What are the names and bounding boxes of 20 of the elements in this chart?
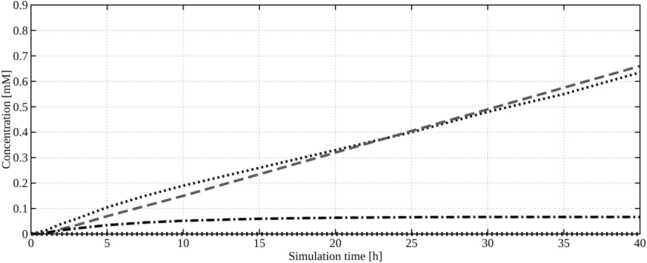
y-tick-label: 0.9: [13, 0, 28, 12]
y-tick-label: 0.3: [13, 150, 28, 165]
y-tick-label: 0.8: [13, 23, 28, 38]
x-tick-label: 20: [330, 236, 342, 250]
y-axis-title: Concentration [mM]: [0, 70, 13, 169]
x-tick-label: 15: [253, 236, 266, 250]
y-tick-label: 0: [22, 227, 28, 241]
y-tick-label: 0.5: [13, 100, 28, 114]
y-tick-label: 0.6: [13, 74, 28, 88]
y-tick-label: 0.7: [13, 48, 28, 63]
x-axis-title: Simulation time [h]: [288, 249, 382, 263]
x-tick-label: 10: [177, 236, 190, 250]
x-tick-label: 40: [634, 236, 646, 250]
y-tick-label: 0.1: [13, 202, 28, 216]
x-tick-label: 25: [406, 236, 418, 250]
x-tick-label: 30: [482, 236, 494, 250]
x-tick-label: 5: [104, 236, 110, 250]
y-tick-label: 0.2: [13, 176, 28, 190]
x-tick-label: 35: [558, 236, 570, 250]
y-tick-label: 0.4: [13, 125, 28, 140]
